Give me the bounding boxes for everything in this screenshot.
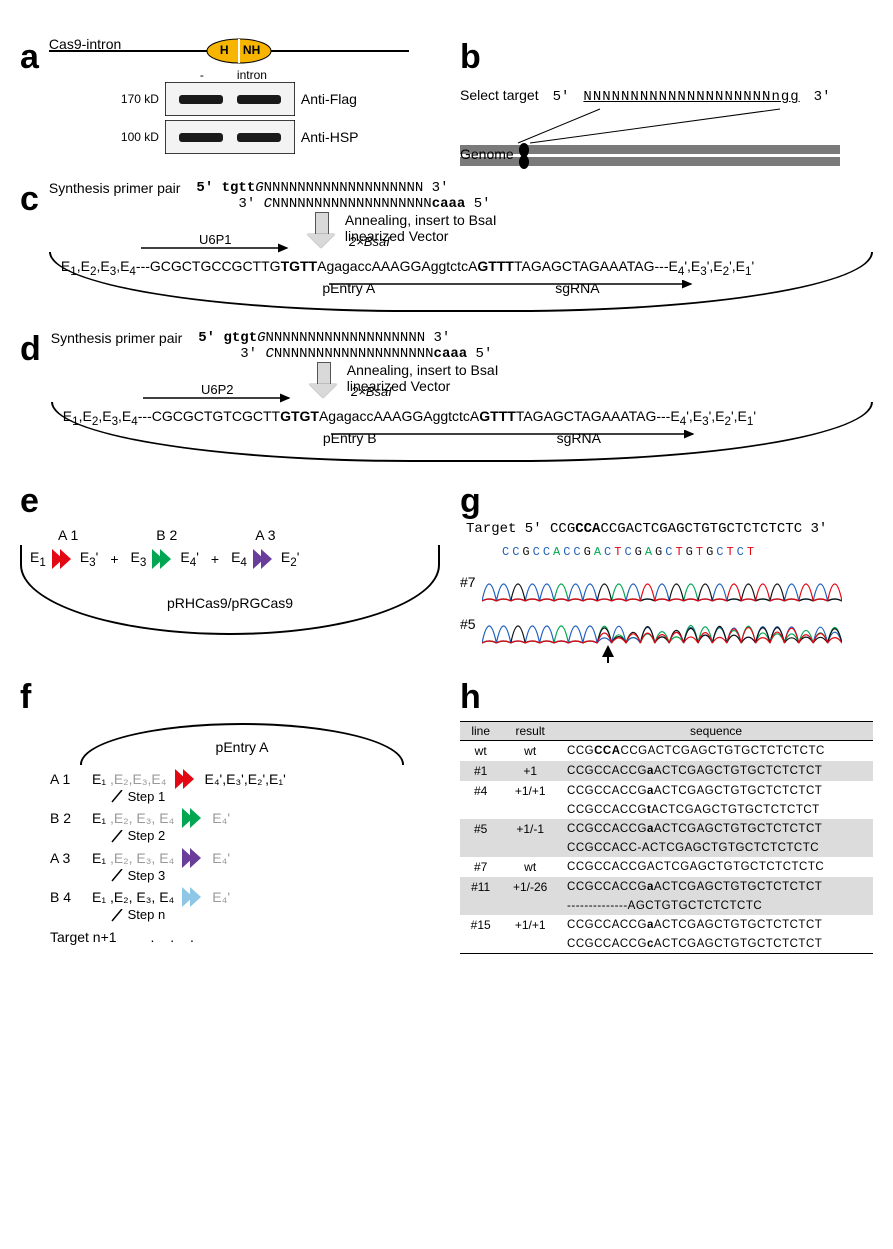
anti-flag: Anti-Flag <box>301 91 357 107</box>
d-b1: GTGT <box>280 408 319 424</box>
d-c1: ---CGCGCTGTCGCTT <box>138 408 280 424</box>
panel-b-label: b <box>460 38 481 76</box>
chromatogram-7 <box>482 561 842 603</box>
f-top: pEntry A <box>82 725 402 755</box>
panel-f-label: f <box>20 678 31 716</box>
panel-d: d Synthesis primer pair 5' gtgtGNNNNNNNN… <box>20 330 873 462</box>
g-post: CCGACTCGAGCTGTGCTCTCTCTC 3' <box>600 521 827 537</box>
anti-hsp: Anti-HSP <box>301 129 359 145</box>
select-target: Select target <box>460 87 539 103</box>
pam: ngg <box>771 89 799 105</box>
u6p1: U6P1 <box>199 234 232 247</box>
d-b2: GTTT <box>479 408 516 424</box>
panel-f: f pEntry A A 1 E₁ ,E₂,E₃,E₄ E₄',E₃',E₂',… <box>20 678 440 945</box>
panel-b: b Select target 5' NNNNNNNNNNNNNNNNNNNNn… <box>460 38 873 162</box>
f-dots: . . . <box>150 929 199 945</box>
c-core1: ---GCGCTGCCGCTTG <box>136 258 281 274</box>
panel-a-label: a <box>20 38 39 77</box>
col-seq: sequence <box>559 721 873 740</box>
col-line: line <box>460 721 501 740</box>
bsa: 2×BsaI <box>348 234 390 249</box>
panel-a: a Cas9-intron H NH - intron <box>20 38 440 154</box>
c-b2: GTTT <box>477 258 514 274</box>
g-tlabel: Target 5' <box>466 521 542 537</box>
d-note1: Annealing, insert to BsaI <box>347 362 499 378</box>
three-prime: 3' <box>814 89 831 105</box>
chevron-red-icon <box>52 549 74 569</box>
e-a1: A 1 <box>58 527 78 543</box>
panel-g: g Target 5' CCGCCACCGACTCGAGCTGTGCTCTCTC… <box>460 482 873 668</box>
hnh-left: H <box>220 43 229 57</box>
mw-100: 100 kD <box>109 130 159 144</box>
c-b1: TGTT <box>281 258 318 274</box>
c-title: Synthesis primer pair <box>49 180 181 196</box>
c-mid: AgagaccAAAGGAggtctcA <box>317 258 477 274</box>
svg-text:2×BsaI: 2×BsaI <box>350 384 392 399</box>
panel-e: e A 1 B 2 A 3 E1E3' + E3E4' + E4E2' pRHC… <box>20 482 440 635</box>
cas9-label: Cas9-intron <box>49 36 121 52</box>
f-last: Target n+1 <box>50 929 117 945</box>
panel-g-label: g <box>460 482 481 520</box>
sequence-table: line result sequence wt wt CCGCCACCGACTC… <box>460 721 873 954</box>
col-result: result <box>501 721 559 740</box>
c-left-e: E1,E2,E3,E4 <box>61 258 136 274</box>
panel-c: c Synthesis primer pair 5' tgttGNNNNNNNN… <box>20 180 873 312</box>
plus2: + <box>211 551 219 567</box>
g-bold: CCA <box>575 521 600 537</box>
c-right-e: E4',E3',E2',E1' <box>669 258 755 274</box>
e-name: pRHCas9/pRGCas9 <box>30 595 430 611</box>
panel-h-label: h <box>460 678 481 716</box>
svg-text:U6P2: U6P2 <box>201 384 234 397</box>
g-pre: CCG <box>550 521 575 537</box>
chromatogram-5 <box>482 603 842 645</box>
lane-minus: - <box>187 68 217 82</box>
plus1: + <box>110 551 118 567</box>
lane-intron: intron <box>237 68 267 82</box>
panel-d-label: d <box>20 330 41 369</box>
mw-170: 170 kD <box>109 92 159 106</box>
e-a3: A 3 <box>255 527 275 543</box>
five-prime: 5' <box>553 89 570 105</box>
hnh-right: NH <box>243 43 260 57</box>
e-b2: B 2 <box>156 527 177 543</box>
d-left-e: E1,E2,E3,E4 <box>63 408 138 424</box>
panel-e-label: e <box>20 482 39 520</box>
trace-letters: CCGCCACCGACTCGAGCTGTGCTCT <box>502 545 873 559</box>
c-core2: TAGAGCTAGAAATAG--- <box>514 258 669 274</box>
d-right-e: E4',E3',E2',E1' <box>670 408 756 424</box>
chevron-green-icon <box>152 549 174 569</box>
g-s2: #5 <box>460 616 476 632</box>
panel-h: h line result sequence wt wt CCGCCACCGAC… <box>460 678 873 954</box>
gel-flag <box>165 82 295 116</box>
c-note1: Annealing, insert to BsaI <box>345 212 497 228</box>
d-mid: AgagaccAAAGGAggtctcA <box>319 408 479 424</box>
chevron-purple-icon <box>253 549 275 569</box>
target-seq: NNNNNNNNNNNNNNNNNNNN <box>583 89 771 105</box>
gel-hsp <box>165 120 295 154</box>
panel-c-label: c <box>20 180 39 219</box>
g-s1: #7 <box>460 574 476 590</box>
d-c2: TAGAGCTAGAAATAG--- <box>516 408 671 424</box>
d-title: Synthesis primer pair <box>51 330 183 346</box>
